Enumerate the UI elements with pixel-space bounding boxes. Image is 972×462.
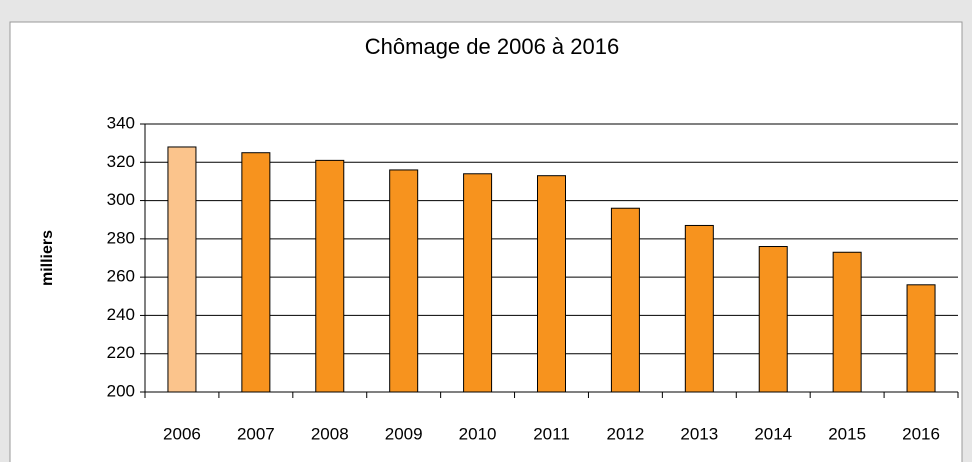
- y-tick-label: 220: [107, 343, 135, 362]
- bar: [389, 169, 419, 393]
- x-tick-label: 2008: [311, 424, 349, 443]
- x-tick-label: 2014: [754, 424, 792, 443]
- bar: [906, 284, 936, 393]
- y-tick-label: 340: [107, 113, 135, 132]
- bar: [758, 246, 788, 393]
- y-tick-label: 280: [107, 228, 135, 247]
- x-tick-label: 2016: [902, 424, 940, 443]
- y-tick-label: 260: [107, 267, 135, 286]
- x-tick-label: 2006: [163, 424, 201, 443]
- bar: [537, 175, 566, 393]
- bar: [167, 146, 197, 393]
- bar: [832, 251, 862, 393]
- bar: [241, 152, 271, 393]
- x-tick-label: 2015: [828, 424, 866, 443]
- bar: [610, 207, 640, 393]
- x-tick-label: 2013: [680, 424, 718, 443]
- y-tick-label: 300: [107, 190, 135, 209]
- x-tick-label: 2007: [237, 424, 275, 443]
- y-tick-label: 320: [107, 152, 135, 171]
- x-tick-label: 2010: [459, 424, 497, 443]
- chart-title: Chômage de 2006 à 2016: [365, 34, 619, 59]
- y-tick-label: 200: [107, 381, 135, 400]
- x-tick-label: 2009: [385, 424, 423, 443]
- x-tick-label: 2012: [606, 424, 644, 443]
- bar: [684, 224, 714, 393]
- x-tick-label: 2011: [533, 424, 570, 443]
- bar: [315, 159, 345, 393]
- y-axis-label: milliers: [39, 230, 56, 286]
- bar: [463, 173, 493, 393]
- y-tick-label: 240: [107, 305, 135, 324]
